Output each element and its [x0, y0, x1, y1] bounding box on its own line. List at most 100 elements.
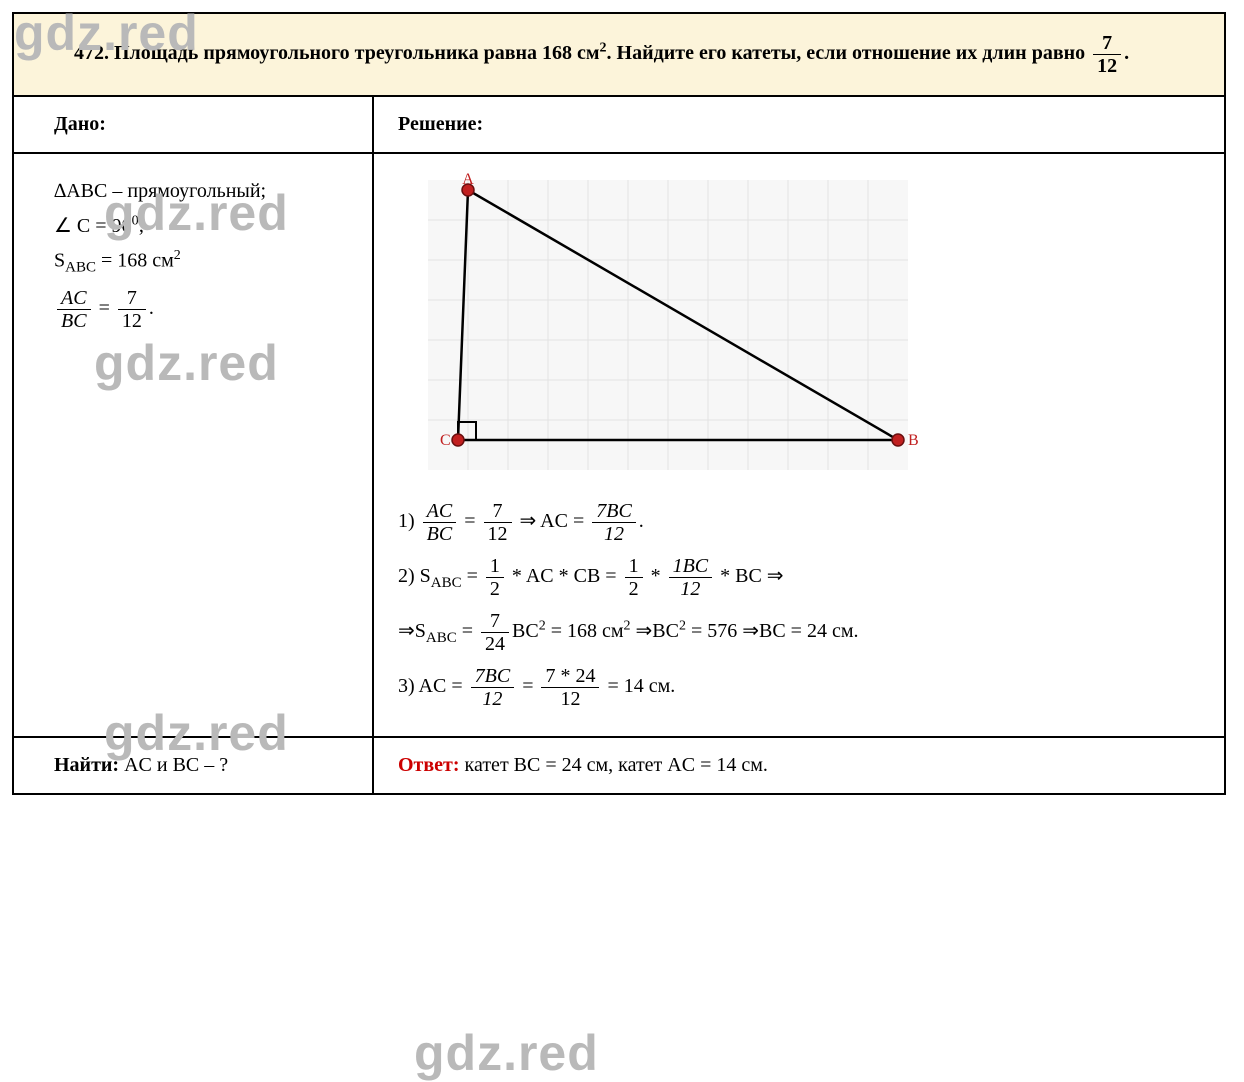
given-label: Дано: — [54, 113, 106, 135]
solution-cell: A C B 1) AC BC = 7 12 ⇒ AC = 7BC — [374, 154, 1224, 736]
problem-number: 472. — [74, 42, 109, 64]
text: = 14 см. — [607, 675, 675, 697]
given-header-cell: Дано: — [14, 97, 374, 152]
text: 3) AC = — [398, 675, 468, 697]
given-line: ∠ C = 900; — [54, 213, 352, 238]
solution-label: Решение: — [398, 113, 483, 135]
text: ⇒ AC = — [520, 510, 590, 532]
fraction: 7 24 — [481, 610, 509, 655]
fraction-num: 7 — [484, 500, 512, 523]
fraction: 7 12 — [118, 287, 146, 332]
fraction: 7BC 12 — [471, 665, 515, 710]
fraction-den: 12 — [541, 688, 599, 710]
solution-step: ⇒SABC = 7 24 BC2 = 168 см2 ⇒BC2 = 576 ⇒B… — [398, 610, 1200, 655]
fraction-den: 2 — [625, 578, 643, 600]
text: . — [639, 510, 644, 532]
solution-step: 3) AC = 7BC 12 = 7 * 24 12 = 14 см. — [398, 665, 1200, 710]
fraction-num: 7 — [481, 610, 509, 633]
text: BC — [512, 620, 539, 642]
problem-text: . Найдите его катеты, если отношение их … — [607, 42, 1091, 64]
text: = — [464, 510, 480, 532]
fraction-den: BC — [57, 310, 91, 332]
fraction-num: 1 — [486, 555, 504, 578]
sub: ABC — [65, 260, 96, 276]
sup: 2 — [539, 618, 546, 633]
sub: ABC — [426, 630, 457, 646]
answer-label: Ответ: — [398, 754, 460, 776]
solution-step: 2) SABC = 1 2 * AC * CB = 1 2 * 1BC 12 *… — [398, 555, 1200, 600]
fraction: 1 2 — [625, 555, 643, 600]
triangle-diagram: A C B — [398, 170, 918, 490]
given-line: SABC = 168 см2 — [54, 248, 352, 277]
text: 2) S — [398, 565, 431, 587]
text: . — [149, 297, 154, 319]
text: = 576 ⇒BC = 24 см. — [686, 620, 859, 642]
fraction-num: AC — [423, 500, 457, 523]
sup: 0 — [132, 213, 139, 228]
label-a: A — [462, 171, 474, 188]
fraction-num: 7 — [118, 287, 146, 310]
answer-text: катет BC = 24 см, катет AC = 14 см. — [460, 754, 768, 776]
find-text: AC и BC – ? — [119, 754, 228, 776]
find-cell: Найти: AC и BC – ? — [14, 738, 374, 793]
fraction-num: 7 — [1093, 32, 1121, 55]
given-cell: ∆ABC – прямоугольный; ∠ C = 900; SABC = … — [14, 154, 374, 736]
sup: 2 — [624, 618, 631, 633]
fraction-num: 7BC — [592, 500, 636, 523]
header-row: Дано: Решение: — [14, 97, 1224, 154]
label-c: C — [440, 432, 451, 449]
fraction-den: 2 — [486, 578, 504, 600]
period: . — [1124, 42, 1129, 64]
document-frame: gdz.red gdz.red gdz.red gdz.red gdz.red … — [12, 12, 1226, 795]
fraction: 7BC 12 — [592, 500, 636, 545]
given-line: AC BC = 7 12 . — [54, 287, 352, 332]
find-label: Найти: — [54, 754, 119, 776]
fraction-den: BC — [423, 523, 457, 545]
fraction-den: 24 — [481, 633, 509, 655]
point-c — [452, 434, 464, 446]
solution-header-cell: Решение: — [374, 97, 1224, 152]
fraction-num: AC — [57, 287, 91, 310]
text: = — [457, 620, 478, 642]
point-b — [892, 434, 904, 446]
sup: 2 — [174, 248, 181, 263]
problem-text: Площадь прямоугольного треугольника равн… — [114, 42, 600, 64]
fraction-num: 7 * 24 — [541, 665, 599, 688]
squared: 2 — [600, 40, 607, 55]
fraction-den: 12 — [1093, 55, 1121, 77]
text: ⇒BC — [631, 620, 679, 642]
fraction-den: 12 — [484, 523, 512, 545]
fraction: AC BC — [423, 500, 457, 545]
fraction: 1 2 — [486, 555, 504, 600]
fraction-den: 12 — [471, 688, 515, 710]
fraction-num: 1 — [625, 555, 643, 578]
text: ; — [139, 215, 145, 237]
text: * — [651, 565, 666, 587]
text: = — [99, 297, 115, 319]
text: = 168 см — [546, 620, 624, 642]
footer-row: Найти: AC и BC – ? Ответ: катет BC = 24 … — [14, 738, 1224, 793]
sub: ABC — [431, 575, 462, 591]
text: = 168 см — [96, 250, 174, 272]
text: * BC ⇒ — [720, 565, 783, 587]
fraction-den: 12 — [669, 578, 713, 600]
fraction: 1BC 12 — [669, 555, 713, 600]
solution-step: 1) AC BC = 7 12 ⇒ AC = 7BC 12 . — [398, 500, 1200, 545]
given-line: ∆ABC – прямоугольный; — [54, 180, 352, 203]
fraction-den: 12 — [118, 310, 146, 332]
text: * AC * CB = — [512, 565, 622, 587]
main-row: ∆ABC – прямоугольный; ∠ C = 900; SABC = … — [14, 154, 1224, 738]
fraction: 7 * 24 12 — [541, 665, 599, 710]
label-b: B — [908, 432, 918, 449]
text: 1) — [398, 510, 420, 532]
text: ∠ C = 90 — [54, 215, 132, 237]
text: ⇒S — [398, 620, 426, 642]
problem-statement: 472. Площадь прямоугольного треугольника… — [14, 14, 1224, 97]
answer-cell: Ответ: катет BC = 24 см, катет AC = 14 с… — [374, 738, 1224, 793]
fraction-num: 7BC — [471, 665, 515, 688]
watermark: gdz.red — [414, 1024, 599, 1082]
text: = — [462, 565, 483, 587]
fraction: 7 12 — [1093, 32, 1121, 77]
fraction-den: 12 — [592, 523, 636, 545]
fraction-num: 1BC — [669, 555, 713, 578]
